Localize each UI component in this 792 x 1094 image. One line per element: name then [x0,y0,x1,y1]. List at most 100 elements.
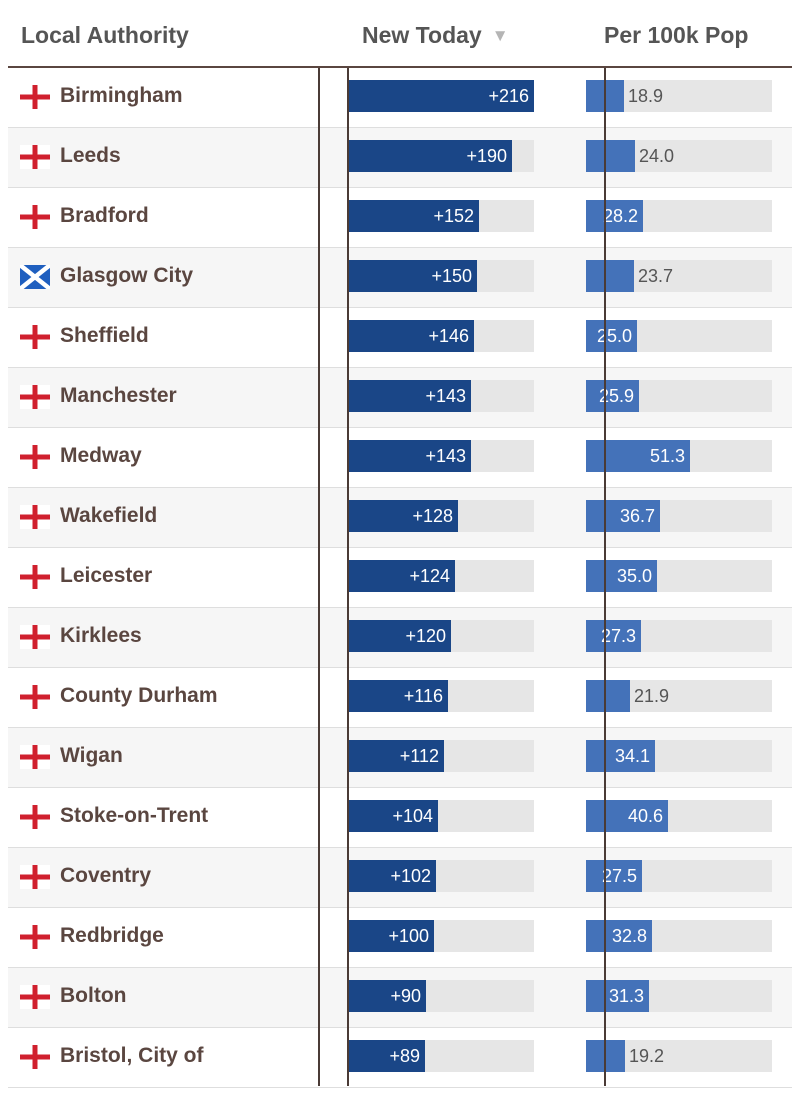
new-today-label: +190 [466,146,507,166]
authority-name: Kirklees [60,624,142,647]
new-today-bar [348,440,471,472]
authority-name: Bristol, City of [60,1044,204,1067]
per-100k-bar [586,920,652,952]
table-row[interactable]: Bradford +152 28.2 [8,188,792,248]
new-today-label: +112 [399,746,439,766]
per-100k-label: 32.8 [611,926,647,946]
new-today-label: +116 [403,686,443,706]
per-100k-track: 23.7 [586,260,772,292]
england-flag-icon [20,1045,50,1069]
per-100k-track: 27.3 [586,620,772,652]
new-today-track: +120 [348,620,534,652]
per-100k-bar [586,740,655,772]
new-today-bar [348,1040,425,1072]
per-100k-label: 25.0 [596,326,632,346]
per-100k-bar [586,680,630,712]
new-today-bar [348,260,477,292]
per-100k-label: 23.7 [638,266,674,286]
new-today-bar [348,860,436,892]
table-row[interactable]: Stoke-on-Trent +104 40.6 [8,788,792,848]
new-today-label: +143 [425,446,466,466]
scotland-flag-icon [18,263,52,291]
table-row[interactable]: Manchester +143 25.9 [8,368,792,428]
new-today-track: +124 [348,560,534,592]
authority-name: Redbridge [60,924,164,947]
table-row[interactable]: Leeds +190 24.0 [8,128,792,188]
new-today-label: +120 [405,626,446,646]
per-100k-label: 21.9 [634,686,670,706]
table-row[interactable]: Wakefield +128 36.7 [8,488,792,548]
per-100k-track: 34.1 [586,740,772,772]
new-today-bar [348,980,426,1012]
header-divider [8,66,792,68]
new-today-track: +190 [348,140,534,172]
new-today-bar [348,500,458,532]
per-100k-track: 51.3 [586,440,772,472]
new-today-bar [348,620,451,652]
table-row[interactable]: Redbridge +100 32.8 [8,908,792,968]
authority-name: Wigan [60,744,123,767]
per-100k-track: 27.5 [586,860,772,892]
table-row[interactable]: Sheffield +146 25.0 [8,308,792,368]
per-100k-track: 18.9 [586,80,772,112]
england-flag-icon [20,985,50,1009]
column-divider [318,68,320,1086]
new-today-label: +102 [390,866,431,886]
new-today-track: +128 [348,500,534,532]
table-row[interactable]: Wigan +112 34.1 [8,728,792,788]
per-100k-axis-line [604,68,606,1086]
new-today-track: +100 [348,920,534,952]
new-today-track: +150 [348,260,534,292]
england-flag-icon [20,205,50,229]
new-today-bar [348,560,455,592]
per-100k-track: 32.8 [586,920,772,952]
new-today-track: +143 [348,440,534,472]
per-100k-label: 27.3 [600,626,636,646]
new-today-track: +152 [348,200,534,232]
new-today-bar [348,200,479,232]
table-row[interactable]: Bolton +90 31.3 [8,968,792,1028]
per-100k-track: 40.6 [586,800,772,832]
england-flag-icon [20,805,50,829]
per-100k-label: 34.1 [614,746,650,766]
authority-name: Stoke-on-Trent [60,804,209,827]
per-100k-track: 35.0 [586,560,772,592]
per-100k-label: 40.6 [627,806,663,826]
new-today-bar [348,800,438,832]
per-100k-track: 28.2 [586,200,772,232]
table-row[interactable]: Leicester +124 35.0 [8,548,792,608]
column-header-new-today[interactable]: New Today ▼ [362,22,509,49]
column-header-per-100k-pop[interactable]: Per 100k Pop [604,22,748,49]
new-today-label: +146 [428,326,469,346]
new-today-axis-line [347,68,349,1086]
table-row[interactable]: Birmingham +216 18.9 [8,68,792,128]
new-today-track: +89 [348,1040,534,1072]
new-today-bar [348,740,444,772]
england-flag-icon [20,145,50,169]
england-flag-icon [20,865,50,889]
table-row[interactable]: Bristol, City of +89 19.2 [8,1028,792,1088]
table-header: Local Authority New Today ▼ Per 100k Pop [0,0,792,66]
sort-descending-icon[interactable]: ▼ [491,26,509,45]
per-100k-track: 21.9 [586,680,772,712]
new-today-bar [348,320,474,352]
per-100k-label: 51.3 [649,446,685,466]
per-100k-label: 28.2 [602,206,638,226]
new-today-label: +216 [488,86,529,106]
table-row[interactable]: Medway +143 51.3 [8,428,792,488]
new-today-bar [348,140,512,172]
new-today-track: +90 [348,980,534,1012]
england-flag-icon [20,505,50,529]
authority-name: Coventry [60,864,152,887]
table-row[interactable]: Kirklees +120 27.3 [8,608,792,668]
per-100k-label: 35.0 [616,566,652,586]
per-100k-bar [586,380,639,412]
table-row[interactable]: Coventry +102 27.5 [8,848,792,908]
authority-name: Birmingham [60,84,183,107]
per-100k-bar [586,260,634,292]
table-row[interactable]: Glasgow City +150 23.7 [8,248,792,308]
per-100k-bar [586,980,649,1012]
column-header-local-authority[interactable]: Local Authority [21,22,189,49]
table-row[interactable]: County Durham +116 21.9 [8,668,792,728]
england-flag-icon [20,445,50,469]
